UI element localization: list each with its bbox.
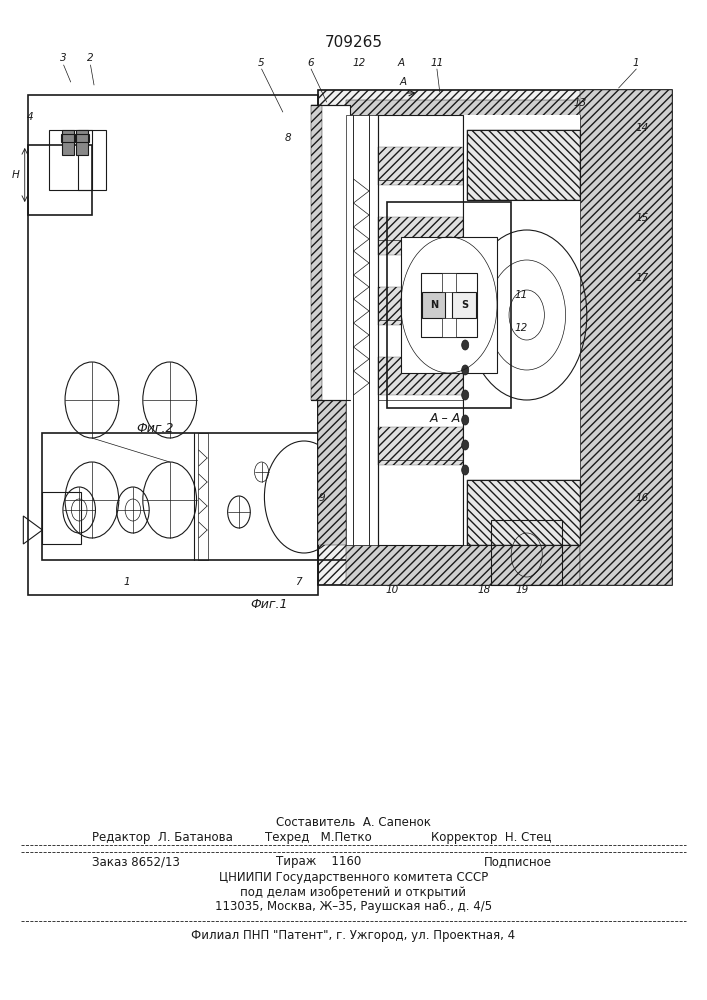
Bar	[378, 217, 463, 255]
Text: Редактор  Л. Батанова: Редактор Л. Батанова	[92, 830, 233, 844]
Bar	[311, 105, 350, 400]
Text: 15: 15	[636, 213, 648, 223]
Bar	[318, 90, 672, 585]
Bar	[354, 115, 369, 545]
Text: 7: 7	[295, 577, 302, 587]
Bar	[422, 292, 445, 318]
Bar	[378, 287, 463, 325]
Bar	[42, 492, 81, 544]
Text: под делам изобретений и открытий: под делам изобретений и открытий	[240, 885, 467, 899]
Text: Техред   М.Петко: Техред М.Петко	[265, 830, 371, 844]
Bar	[28, 95, 318, 595]
Bar	[421, 273, 477, 337]
Bar	[346, 545, 580, 585]
Bar	[378, 427, 463, 465]
Text: 11: 11	[515, 290, 528, 300]
Bar	[463, 115, 580, 545]
Text: 12: 12	[515, 323, 528, 333]
Bar	[387, 202, 511, 408]
Bar	[580, 90, 672, 585]
Bar	[491, 520, 562, 585]
Bar	[311, 105, 322, 400]
Bar	[387, 202, 511, 408]
Text: 8: 8	[285, 133, 292, 143]
Bar	[467, 480, 580, 545]
Text: 17: 17	[636, 273, 648, 283]
Text: Фиг.2: Фиг.2	[136, 422, 175, 434]
Text: 12: 12	[353, 58, 366, 68]
Text: 14: 14	[636, 123, 648, 133]
Bar	[467, 130, 580, 200]
Bar	[378, 357, 463, 395]
Text: 4: 4	[27, 112, 34, 122]
Text: 1: 1	[633, 58, 640, 68]
Text: A: A	[398, 58, 405, 68]
Bar	[442, 318, 456, 337]
Text: 5: 5	[258, 58, 265, 68]
Bar	[378, 115, 463, 545]
Text: 6: 6	[308, 58, 315, 68]
Bar	[78, 130, 106, 190]
Text: Тираж    1160: Тираж 1160	[276, 856, 361, 868]
Bar	[346, 115, 580, 545]
Bar	[401, 237, 497, 373]
Text: N: N	[430, 300, 438, 310]
Text: ЦНИИПИ Государственного комитета СССР: ЦНИИПИ Государственного комитета СССР	[219, 871, 488, 884]
Text: Фиг.1: Фиг.1	[250, 598, 288, 611]
Bar	[467, 480, 580, 545]
Bar	[318, 90, 672, 585]
Bar	[76, 130, 88, 155]
Text: Заказ 8652/13: Заказ 8652/13	[92, 856, 180, 868]
Text: A: A	[431, 292, 438, 302]
Circle shape	[462, 390, 469, 400]
Bar	[378, 147, 463, 185]
Bar	[61, 134, 75, 142]
Text: 11: 11	[431, 58, 443, 68]
Text: 113035, Москва, Ж–35, Раушская наб., д. 4/5: 113035, Москва, Ж–35, Раушская наб., д. …	[215, 899, 492, 913]
Bar	[62, 130, 74, 155]
Text: 16: 16	[636, 493, 648, 503]
Circle shape	[462, 340, 469, 350]
Text: 1: 1	[124, 577, 131, 587]
Text: Составитель  А. Сапенок: Составитель А. Сапенок	[276, 816, 431, 828]
Bar	[346, 100, 580, 145]
Bar	[42, 433, 399, 560]
Text: S: S	[461, 300, 468, 310]
Circle shape	[462, 465, 469, 475]
Bar	[346, 115, 580, 545]
Circle shape	[462, 440, 469, 450]
Text: Фиг.3: Фиг.3	[426, 346, 464, 359]
Text: 3: 3	[60, 53, 67, 63]
Bar	[442, 273, 456, 292]
Bar	[75, 134, 89, 142]
Circle shape	[462, 365, 469, 375]
Text: 18: 18	[478, 585, 491, 595]
Text: 9: 9	[318, 493, 325, 503]
Bar	[318, 115, 346, 545]
Text: A – A: A – A	[430, 412, 461, 424]
Text: 709265: 709265	[325, 35, 382, 50]
Text: A: A	[399, 77, 407, 87]
Bar	[28, 145, 92, 215]
Text: Филиал ПНП "Патент", г. Ужгород, ул. Проектная, 4: Филиал ПНП "Патент", г. Ужгород, ул. Про…	[192, 928, 515, 942]
Circle shape	[462, 415, 469, 425]
Bar	[49, 130, 92, 190]
Bar	[198, 433, 208, 560]
Text: 10: 10	[386, 585, 399, 595]
Text: 2: 2	[87, 53, 94, 63]
Bar	[467, 130, 580, 200]
Bar	[452, 292, 476, 318]
Text: Подписное: Подписное	[484, 856, 551, 868]
Text: 13: 13	[573, 98, 586, 108]
Text: Корректор  Н. Стец: Корректор Н. Стец	[431, 830, 551, 844]
Text: H: H	[12, 170, 19, 180]
Text: 19: 19	[515, 585, 528, 595]
